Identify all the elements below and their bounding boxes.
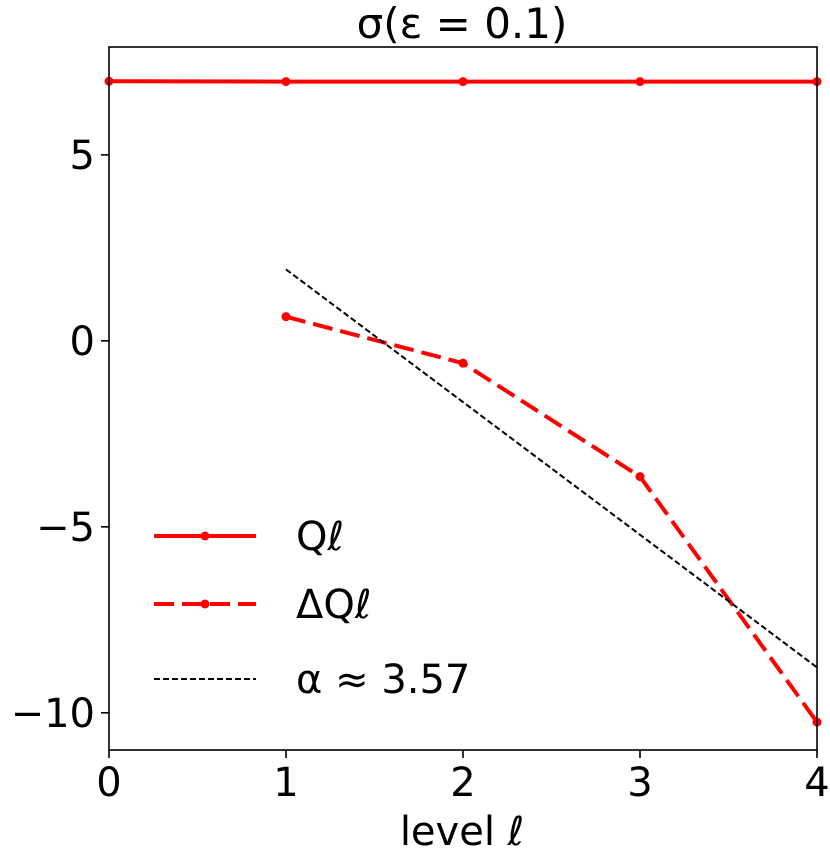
plot-frame: [108, 46, 818, 751]
y-tick-label: −10: [11, 691, 95, 737]
x-tick-label: 1: [273, 760, 298, 806]
x-axis: 0 1 2 3 4: [96, 750, 830, 806]
series-0-point-1: [281, 77, 291, 87]
series-1-point-2: [635, 472, 645, 482]
series-1-point-1: [458, 358, 468, 368]
x-tick-label: 0: [96, 760, 121, 806]
series-line-1: [285, 314, 819, 724]
series-1-point-0: [281, 312, 291, 322]
y-tick-label: 5: [70, 133, 95, 179]
plot-area: [104, 76, 822, 727]
legend-marker-0: [200, 531, 210, 541]
legend-label-0: Qℓ: [296, 514, 344, 560]
legend-label-2: α ≈ 3.57: [296, 657, 470, 703]
y-tick-label: 0: [70, 319, 95, 365]
chart-title: σ(ε = 0.1): [357, 0, 568, 48]
legend-label-1: ΔQℓ: [296, 582, 371, 628]
y-tick-label: −5: [36, 505, 95, 551]
x-tick-label: 4: [804, 760, 829, 806]
series-line-2: [285, 268, 818, 669]
series-0-point-2: [458, 77, 468, 87]
y-axis: 5 0 −5 −10: [11, 133, 109, 737]
x-tick-label: 2: [450, 760, 475, 806]
x-tick-label: 3: [627, 760, 652, 806]
legend: Qℓ ΔQℓ α ≈ 3.57: [154, 514, 470, 703]
legend-marker-1: [200, 599, 210, 609]
series-0-point-3: [635, 77, 645, 87]
x-axis-label: level ℓ: [400, 809, 524, 853]
